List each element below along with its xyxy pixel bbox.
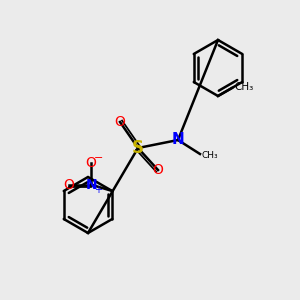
Text: O: O	[153, 163, 164, 177]
Text: +: +	[94, 185, 102, 195]
Text: O: O	[115, 115, 125, 129]
Text: O: O	[86, 156, 97, 170]
Text: CH₃: CH₃	[234, 82, 253, 92]
Text: S: S	[132, 139, 144, 157]
Text: N: N	[85, 178, 97, 192]
Text: −: −	[94, 153, 103, 163]
Text: CH₃: CH₃	[202, 152, 219, 160]
Text: O: O	[64, 178, 75, 192]
Text: N: N	[172, 133, 184, 148]
